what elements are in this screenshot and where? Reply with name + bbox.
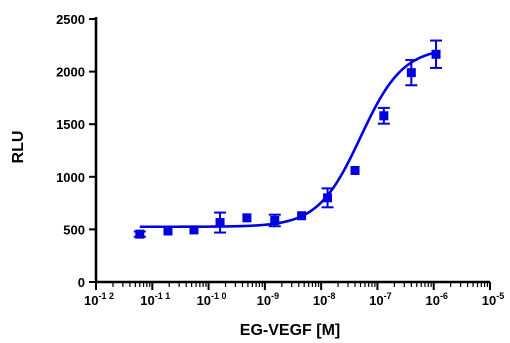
plot-area: 0 500 1000 1500 2000 2500 10-1 2 10-1 1 10-1 0 10… — [56, 12, 504, 308]
y-tick-label: 1500 — [56, 117, 85, 132]
x-tick-label: 10-1 0 — [197, 291, 227, 308]
data-point — [135, 229, 145, 239]
data-point — [379, 111, 389, 121]
data-point — [270, 215, 280, 225]
x-axis-label: EG-VEGF [M] — [240, 322, 340, 339]
fit-curve — [139, 51, 437, 229]
data-point — [242, 213, 252, 223]
y-tick-label: 0 — [78, 275, 85, 290]
y-tick-label: 1000 — [56, 170, 85, 185]
y-tick-label: 500 — [63, 222, 85, 237]
x-tick-label: 10-1 2 — [84, 291, 114, 308]
x-tick-label: 10-5 — [482, 291, 504, 308]
data-point — [431, 49, 441, 59]
y-tick-label: 2000 — [56, 65, 85, 80]
x-tick-label: 10-1 1 — [140, 291, 170, 308]
data-point — [163, 226, 173, 236]
data-point — [323, 193, 333, 203]
y-axis-label: RLU — [10, 131, 27, 164]
y-tick-label: 2500 — [56, 12, 85, 27]
x-tick-label: 10-7 — [369, 291, 391, 308]
data-point — [215, 218, 225, 228]
data-point — [406, 68, 416, 78]
data-point — [350, 165, 360, 175]
x-tick-label: 10-8 — [313, 291, 335, 308]
data-point — [297, 211, 307, 221]
x-tick-label: 10-6 — [425, 291, 447, 308]
x-tick-label: 10-9 — [257, 291, 279, 308]
data-point — [189, 225, 199, 235]
